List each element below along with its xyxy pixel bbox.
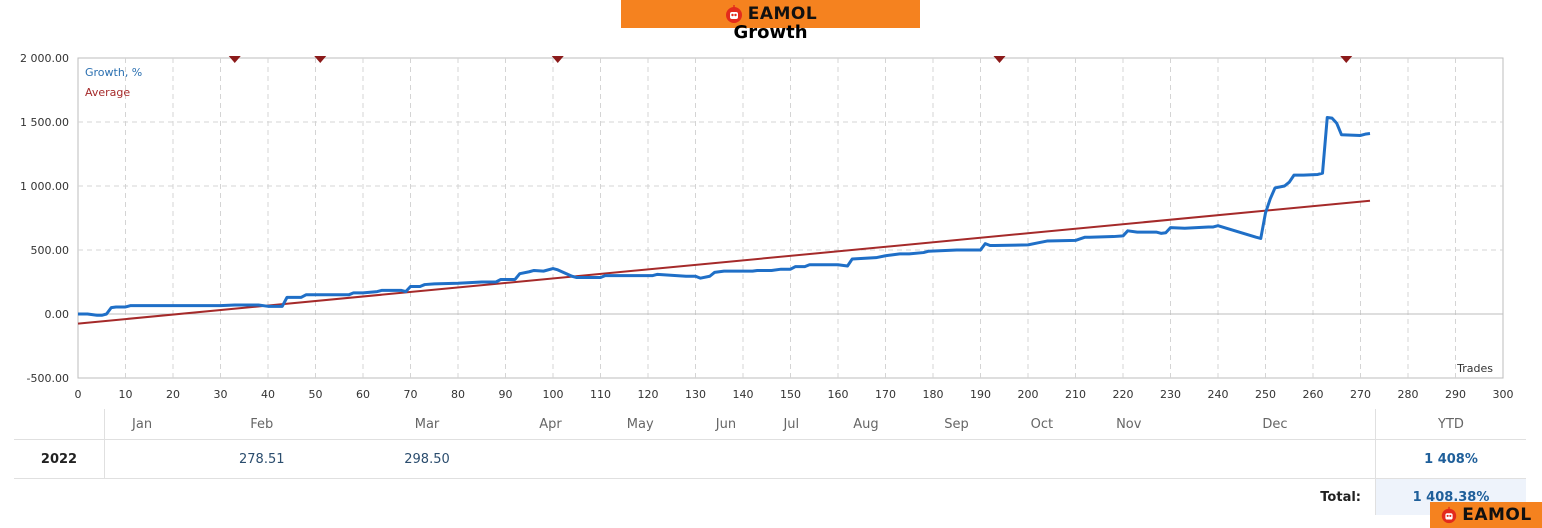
month-marker: [1340, 56, 1353, 63]
month-header-aug: Aug: [819, 409, 912, 440]
month-header-jun: Jun: [689, 409, 763, 440]
robot-icon: [725, 5, 742, 23]
y-tick-label: 500.00: [31, 244, 70, 257]
monthly-table: Jan Feb Mar Apr May Jun Jul Aug Sep Oct Nov Dec YTD …: [14, 409, 1526, 515]
legend-growth: Growth, %: [85, 66, 142, 79]
x-tick-label: 120: [638, 388, 659, 401]
robot-icon: [1442, 506, 1457, 524]
month-header-nov: Nov: [1082, 409, 1175, 440]
ytd-header: YTD: [1375, 409, 1526, 440]
month-header-jan: Jan: [104, 409, 180, 440]
month-value-may: [591, 439, 690, 479]
x-tick-label: 130: [685, 388, 706, 401]
x-tick-label: 100: [543, 388, 564, 401]
month-marker: [551, 56, 564, 63]
x-tick-label: 110: [590, 388, 611, 401]
x-tick-label: 0: [75, 388, 82, 401]
y-tick-label: 1 500.00: [20, 116, 69, 129]
x-tick-label: 210: [1065, 388, 1086, 401]
series: [77, 116, 1371, 325]
month-marker: [228, 56, 241, 63]
x-tick-label: 150: [780, 388, 801, 401]
month-value-oct: [1001, 439, 1083, 479]
month-header-dec: Dec: [1174, 409, 1376, 440]
x-tick-label: 10: [119, 388, 133, 401]
x-tick-label: 160: [828, 388, 849, 401]
ytd-value: 1 408%: [1375, 439, 1526, 479]
month-value-apr: [509, 439, 592, 479]
axes: 0 10 20 30 40 50 60 70 80 90 100 110 120 130 140 150 160…: [20, 52, 1513, 401]
month-value-aug: [819, 439, 912, 479]
month-header-jul: Jul: [762, 409, 820, 440]
x-tick-label: 40: [261, 388, 275, 401]
x-tick-label: 170: [875, 388, 896, 401]
growth-chart: 0 10 20 30 40 50 60 70 80 90 100 110 120 130 140 150 160…: [20, 52, 1513, 401]
x-axis-label: Trades: [1456, 362, 1493, 375]
x-tick-label: 270: [1350, 388, 1371, 401]
corner-brand-logo: EAMOL: [1430, 502, 1542, 528]
month-marker: [314, 56, 327, 63]
x-tick-label: 180: [923, 388, 944, 401]
x-tick-label: 300: [1493, 388, 1514, 401]
x-tick-label: 230: [1160, 388, 1181, 401]
brand-banner: EAMOL: [621, 0, 920, 28]
total-label: Total:: [1320, 489, 1361, 505]
series-line-average: [77, 199, 1371, 325]
chart-title: Growth: [733, 22, 808, 43]
month-header-oct: Oct: [1001, 409, 1083, 440]
month-header-feb: Feb: [179, 409, 345, 440]
x-tick-label: 140: [733, 388, 754, 401]
x-tick-label: 80: [451, 388, 465, 401]
x-tick-label: 50: [309, 388, 323, 401]
y-tick-label: 2 000.00: [20, 52, 69, 65]
x-tick-label: 30: [214, 388, 228, 401]
month-value-jan: [104, 439, 180, 479]
x-tick-label: 220: [1113, 388, 1134, 401]
month-header-sep: Sep: [912, 409, 1002, 440]
brand-name: EAMOL: [747, 4, 818, 24]
y-tick-label: 1 000.00: [20, 180, 69, 193]
x-tick-label: 290: [1445, 388, 1466, 401]
brand-name: EAMOL: [1462, 505, 1532, 525]
x-tick-label: 190: [970, 388, 991, 401]
month-marker: [993, 56, 1006, 63]
x-tick-label: 70: [404, 388, 418, 401]
month-header-mar: Mar: [344, 409, 510, 440]
table-row: 2022 278.51 298.50 1 408%: [14, 439, 1526, 479]
x-tick-label: 240: [1208, 388, 1229, 401]
table-year: 2022: [14, 439, 105, 479]
x-tick-label: 250: [1255, 388, 1276, 401]
y-tick-label: -500.00: [27, 372, 69, 385]
x-tick-label: 90: [499, 388, 513, 401]
series-line-growth: [78, 116, 1371, 317]
x-tick-label: 20: [166, 388, 180, 401]
month-value-mar: 298.50: [344, 439, 510, 479]
month-value-nov: [1082, 439, 1175, 479]
month-value-jul: [762, 439, 820, 479]
x-tick-label: 200: [1018, 388, 1039, 401]
month-value-jun: [689, 439, 763, 479]
table-year-header: [14, 409, 105, 440]
month-markers: [228, 56, 1353, 63]
legend-average: Average: [85, 86, 130, 99]
month-value-feb: 278.51: [179, 439, 345, 479]
month-value-dec: [1174, 439, 1376, 479]
month-header-apr: Apr: [509, 409, 592, 440]
x-tick-label: 260: [1303, 388, 1324, 401]
grid: [78, 58, 1503, 378]
x-tick-label: 60: [356, 388, 370, 401]
y-tick-label: 0.00: [45, 308, 70, 321]
table-total-row: Total: 1 408.38%: [14, 478, 1526, 515]
table-header-row: Jan Feb Mar Apr May Jun Jul Aug Sep Oct Nov Dec YTD: [14, 409, 1526, 440]
month-value-sep: [912, 439, 1002, 479]
x-tick-label: 280: [1398, 388, 1419, 401]
month-header-may: May: [591, 409, 690, 440]
brand-logo: EAMOL: [724, 4, 817, 24]
